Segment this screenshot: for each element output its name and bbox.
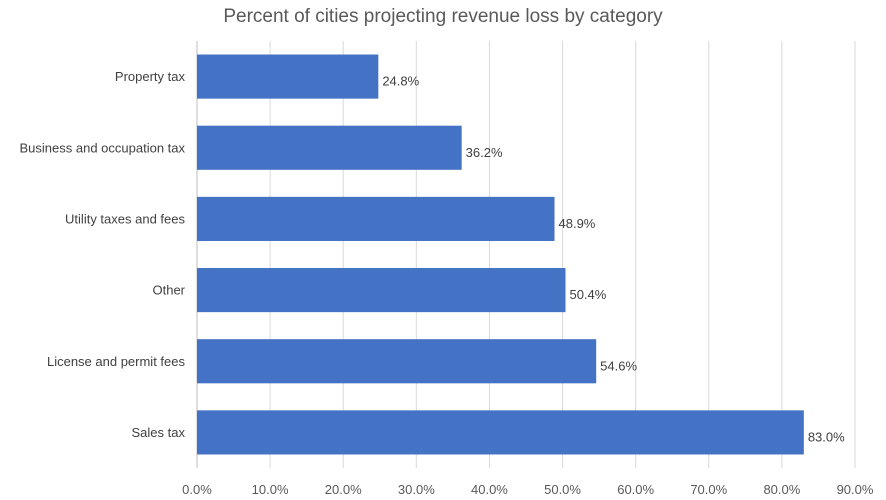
- data-label: 48.9%: [559, 216, 596, 231]
- bar: [197, 268, 566, 313]
- x-tick-label: 20.0%: [325, 482, 362, 497]
- x-tick-label: 60.0%: [617, 482, 654, 497]
- data-label: 36.2%: [466, 145, 503, 160]
- bars: [197, 54, 804, 455]
- chart-title: Percent of cities projecting revenue los…: [223, 6, 663, 27]
- x-tick-label: 10.0%: [252, 482, 289, 497]
- category-label: License and permit fees: [47, 354, 186, 369]
- data-label: 54.6%: [600, 358, 637, 373]
- labels: 0.0% 10.0% 20.0% 30.0% 40.0% 50.0% 60.0% 70.0% 8…: [20, 69, 874, 497]
- category-label: Sales tax: [132, 425, 186, 440]
- x-tick-label: 30.0%: [398, 482, 435, 497]
- category-label: Utility taxes and fees: [65, 211, 185, 226]
- category-label: Property tax: [115, 69, 186, 84]
- gridlines: [196, 41, 856, 468]
- bar: [197, 410, 804, 455]
- x-tick-label: 80.0%: [763, 482, 800, 497]
- category-label: Other: [152, 283, 185, 298]
- bar: [197, 125, 462, 170]
- data-label: 24.8%: [382, 74, 419, 89]
- x-tick-label: 50.0%: [544, 482, 581, 497]
- bar: [197, 54, 379, 99]
- data-label: 50.4%: [569, 287, 606, 302]
- x-tick-label: 70.0%: [690, 482, 727, 497]
- data-label: 83.0%: [808, 429, 845, 444]
- x-tick-label: 90.0%: [837, 482, 874, 497]
- x-tick-label: 0.0%: [182, 482, 212, 497]
- bar: [197, 339, 597, 384]
- category-label: Business and occupation tax: [20, 140, 186, 155]
- bar: [197, 196, 555, 241]
- x-tick-label: 40.0%: [471, 482, 508, 497]
